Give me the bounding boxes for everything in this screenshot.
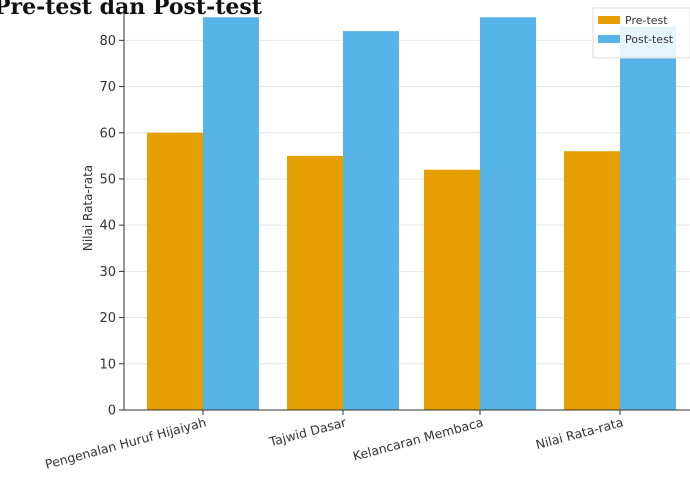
y-tick-label: 40 — [99, 219, 116, 234]
bar-post-test-2 — [480, 17, 536, 410]
bar-pre-test-1 — [287, 155, 343, 410]
chart-title: Pre-test dan Post-test — [0, 0, 262, 20]
bar-post-test-3 — [620, 26, 676, 411]
y-tick-label: 80 — [99, 34, 116, 49]
legend-swatch-post-test — [598, 35, 620, 43]
category-label: Pengenalan Huruf Hijaiyah — [43, 414, 207, 471]
bar-pre-test-0 — [147, 132, 203, 411]
bar-pre-test-2 — [424, 169, 480, 410]
y-tick-label: 50 — [99, 172, 116, 187]
y-tick-label: 60 — [99, 126, 116, 141]
category-label: Kelancaran Membaca — [351, 414, 485, 463]
bar-post-test-1 — [343, 31, 399, 410]
category-label: Nilai Rata-rata — [534, 414, 625, 452]
y-tick-label: 30 — [99, 265, 116, 280]
category-label: Tajwid Dasar — [267, 414, 349, 449]
legend: Pre-test Post-test — [592, 7, 690, 59]
category-labels: Pengenalan Huruf Hijaiyah Tajwid Dasar Kel… — [43, 410, 625, 472]
y-axis-title: Nilai Rata-rata — [81, 165, 95, 251]
bars — [147, 17, 676, 411]
legend-label: Pre-test — [625, 14, 668, 27]
y-tick-label: 70 — [99, 80, 116, 95]
y-ticks: 0 10 20 30 40 50 60 70 80 — [99, 34, 124, 419]
axes — [123, 8, 690, 411]
y-tick-label: 10 — [99, 357, 116, 372]
bar-pre-test-3 — [564, 151, 620, 410]
bar-post-test-0 — [203, 17, 259, 410]
y-tick-label: 20 — [99, 311, 116, 326]
legend-label: Post-test — [625, 33, 674, 46]
y-tick-label: 0 — [108, 404, 116, 419]
legend-swatch-pre-test — [598, 16, 620, 24]
